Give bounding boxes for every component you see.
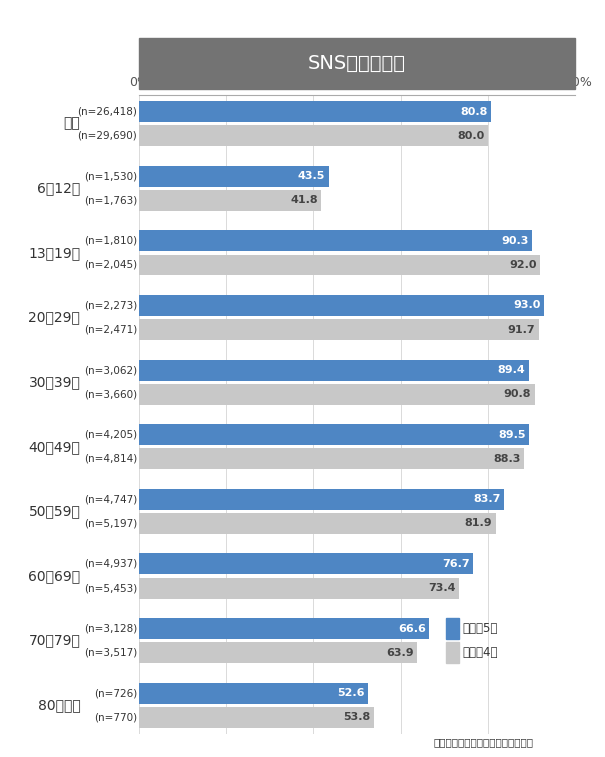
Text: (n=3,128): (n=3,128) <box>83 624 137 634</box>
Text: 43.5: 43.5 <box>298 171 325 181</box>
Text: (n=5,197): (n=5,197) <box>83 519 137 528</box>
Text: 73.4: 73.4 <box>428 583 456 593</box>
Text: 50〜59歳: 50〜59歳 <box>28 504 80 519</box>
Text: (n=3,062): (n=3,062) <box>84 365 137 375</box>
Text: (n=726): (n=726) <box>94 688 137 698</box>
Text: 76.7: 76.7 <box>442 559 469 569</box>
Bar <box>139 642 417 663</box>
Text: インターネット利用者に占める割合: インターネット利用者に占める割合 <box>433 737 533 748</box>
Bar <box>139 166 329 187</box>
Bar <box>139 384 535 405</box>
Text: 70〜79歳: 70〜79歳 <box>28 634 80 648</box>
Bar <box>139 448 524 469</box>
Text: (n=1,810): (n=1,810) <box>84 236 137 246</box>
Bar <box>139 683 368 703</box>
Text: (n=1,763): (n=1,763) <box>83 195 137 205</box>
Text: (n=2,045): (n=2,045) <box>84 260 137 270</box>
Text: (n=3,660): (n=3,660) <box>84 389 137 399</box>
Text: 13〜19歳: 13〜19歳 <box>28 246 80 260</box>
Bar <box>139 513 496 534</box>
Text: 全体: 全体 <box>64 117 80 131</box>
Text: ：令和4年: ：令和4年 <box>463 646 499 659</box>
Text: (n=2,471): (n=2,471) <box>83 325 137 335</box>
Text: 20〜29歳: 20〜29歳 <box>28 310 80 325</box>
Text: 81.9: 81.9 <box>465 519 492 528</box>
Bar <box>139 707 373 727</box>
Bar <box>139 360 529 381</box>
Text: 40〜49歳: 40〜49歳 <box>28 440 80 453</box>
Bar <box>139 190 321 210</box>
Text: (n=3,517): (n=3,517) <box>83 648 137 658</box>
Text: 92.0: 92.0 <box>509 260 537 270</box>
Text: 41.8: 41.8 <box>290 195 318 205</box>
Text: 80.8: 80.8 <box>460 107 488 117</box>
Text: (n=26,418): (n=26,418) <box>77 107 137 117</box>
Text: 60〜69歳: 60〜69歳 <box>28 569 80 583</box>
Bar <box>139 424 529 445</box>
Text: 90.3: 90.3 <box>502 236 529 246</box>
Bar <box>139 254 540 276</box>
Text: (n=4,747): (n=4,747) <box>83 494 137 504</box>
Text: 30〜39歳: 30〜39歳 <box>28 375 80 389</box>
Text: 63.9: 63.9 <box>387 648 414 658</box>
Text: 91.7: 91.7 <box>508 325 535 335</box>
Text: (n=29,690): (n=29,690) <box>77 131 137 141</box>
Text: 52.6: 52.6 <box>338 688 365 698</box>
Text: 89.5: 89.5 <box>498 430 526 440</box>
Bar <box>139 295 544 316</box>
Text: (n=5,453): (n=5,453) <box>83 583 137 593</box>
Text: 89.4: 89.4 <box>497 365 525 375</box>
Text: (n=4,937): (n=4,937) <box>83 559 137 569</box>
Text: 83.7: 83.7 <box>473 494 500 504</box>
Bar <box>139 126 488 146</box>
Bar <box>446 618 459 639</box>
Bar <box>139 489 504 509</box>
Text: ：令和5年: ：令和5年 <box>463 622 498 635</box>
Text: (n=4,814): (n=4,814) <box>83 454 137 464</box>
Text: 93.0: 93.0 <box>514 301 541 310</box>
Text: (n=4,205): (n=4,205) <box>84 430 137 440</box>
Text: (n=2,273): (n=2,273) <box>83 301 137 310</box>
Bar <box>139 578 459 599</box>
Bar <box>139 319 538 340</box>
Text: SNSの利用状況: SNSの利用状況 <box>308 54 406 73</box>
Text: 90.8: 90.8 <box>504 389 531 399</box>
Bar <box>139 553 473 575</box>
Bar <box>139 101 491 122</box>
Text: (n=1,530): (n=1,530) <box>84 171 137 181</box>
Text: 88.3: 88.3 <box>493 454 520 464</box>
Text: (n=770): (n=770) <box>94 712 137 722</box>
Text: 80.0: 80.0 <box>457 131 484 141</box>
Text: 53.8: 53.8 <box>343 712 370 722</box>
Bar <box>446 642 459 663</box>
Text: 66.6: 66.6 <box>398 624 426 634</box>
Bar <box>139 618 430 639</box>
Text: 80歳以上: 80歳以上 <box>38 698 80 712</box>
Text: 6〜12歳: 6〜12歳 <box>37 181 80 195</box>
Bar <box>139 230 532 251</box>
